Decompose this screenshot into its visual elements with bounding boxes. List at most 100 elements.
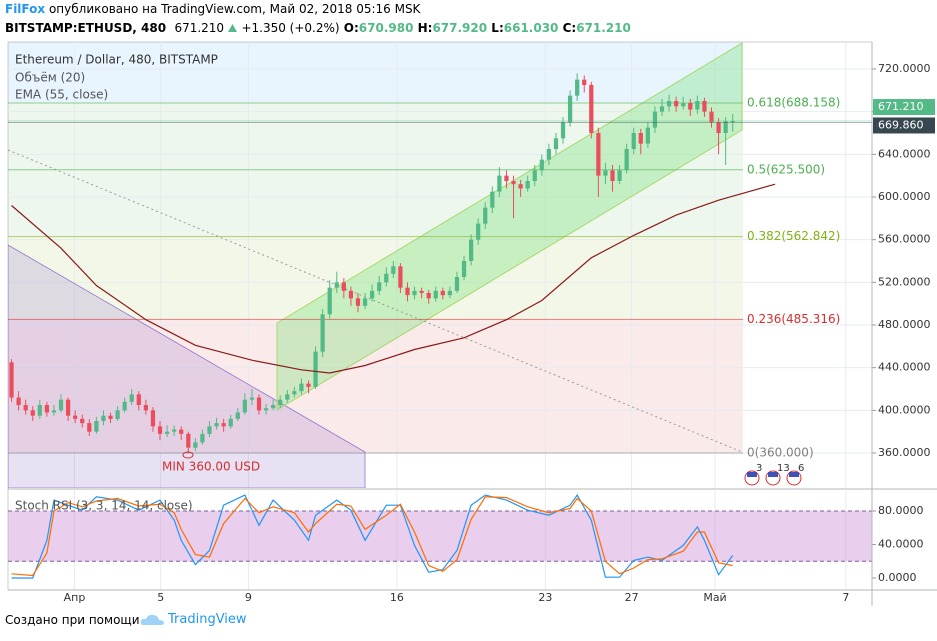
candle-body: [58, 399, 64, 411]
candle-body: [207, 426, 212, 434]
channel-drawing: [276, 42, 743, 411]
x-tick-label: 7: [842, 591, 849, 604]
x-tick-label: 23: [538, 591, 552, 604]
candle-body: [299, 383, 304, 392]
event-count: 6: [798, 463, 804, 474]
stoch-panel: [8, 490, 872, 590]
candle-body: [285, 394, 290, 400]
candle-body: [511, 180, 516, 185]
y-tick-label: 720.0000: [878, 62, 931, 75]
candle-body: [582, 79, 587, 85]
o-label: O:: [343, 21, 359, 35]
candle-body: [674, 100, 679, 107]
y-tick-label: 440.0000: [878, 361, 931, 374]
candle-body: [433, 290, 438, 299]
candle-body: [659, 106, 665, 112]
candle-body: [504, 175, 509, 181]
candle-body: [292, 391, 297, 395]
y-tick-label: 360.0000: [878, 446, 931, 459]
candle-body: [603, 170, 608, 176]
price-tag-label: 671.210: [878, 100, 924, 113]
h-label: H:: [417, 21, 433, 35]
candle-body: [688, 103, 693, 110]
change: +1.350 (+0.2%): [241, 21, 340, 35]
published: опубликовано на TradingView.com, Май 02,…: [48, 2, 421, 16]
author: FilFox: [5, 2, 46, 16]
candle-body: [306, 383, 311, 387]
candle-body: [51, 410, 57, 413]
y-tick-label: 640.0000: [878, 147, 931, 160]
c-label: C:: [562, 21, 577, 35]
l-label: L:: [491, 21, 504, 35]
candle-body: [709, 111, 714, 123]
candle-body: [44, 405, 50, 413]
o-value: 670.980: [358, 21, 414, 35]
candle-body: [327, 287, 332, 315]
header-line-1: FilFox опубликовано на TradingView.com, …: [5, 2, 420, 16]
candle-body: [101, 415, 106, 422]
footer-brand[interactable]: TradingView: [168, 612, 247, 627]
candle-body: [94, 421, 99, 432]
candle-body: [596, 132, 601, 176]
c-value: 671.210: [576, 21, 631, 35]
candle-body: [235, 412, 240, 419]
candle-body: [652, 111, 658, 128]
indicator-label: Объём (20): [15, 71, 85, 85]
candle-body: [362, 298, 368, 306]
candle-body: [355, 298, 361, 306]
candle-body: [221, 423, 226, 427]
candle-body: [278, 399, 283, 406]
candle-body: [370, 290, 375, 299]
x-tick-label: 9: [245, 591, 252, 604]
candle-body: [384, 273, 389, 283]
price-tag: [873, 117, 935, 134]
chart: 0.618(688.158) 0.5(625.500) 0.382(562.842)…: [7, 41, 937, 606]
candle-body: [157, 426, 163, 434]
symbol: BITSTAMP:ETHUSD, 480: [5, 21, 167, 35]
candle-body: [143, 405, 148, 411]
candle-body: [575, 79, 580, 96]
candle-body: [560, 122, 566, 139]
y-tick-label: 400.0000: [878, 403, 931, 416]
candle-body: [624, 148, 629, 171]
candle-body: [164, 431, 170, 434]
candle-body: [377, 282, 382, 291]
candle-body: [37, 405, 42, 416]
up-arrow: [228, 24, 238, 32]
event-count: 3: [756, 463, 762, 474]
price-tag: [873, 99, 935, 116]
candle-body: [136, 394, 141, 406]
y-tick-label: 520.0000: [878, 275, 931, 288]
candle-body: [645, 127, 650, 144]
candle-body: [193, 442, 198, 448]
candle-body: [702, 100, 707, 112]
candle-body: [391, 266, 396, 274]
fib-label: 0.382(562.842): [747, 229, 840, 243]
plot-frame: [7, 41, 873, 591]
candle-body: [242, 399, 247, 413]
candle-body: [214, 423, 219, 427]
candle-body: [263, 408, 269, 411]
tv-logo: [140, 614, 164, 625]
candle-body: [610, 170, 615, 181]
candle-body: [129, 394, 134, 402]
candle-body: [256, 397, 262, 411]
candle-body: [334, 282, 339, 288]
candle-body: [200, 433, 205, 443]
candle-body: [723, 121, 728, 133]
y-tick-label: 600.0000: [878, 190, 931, 203]
axes: 360.0000400.0000440.0000480.0000520.0000…: [64, 62, 935, 604]
candle-body: [348, 290, 354, 299]
h-value: 677.920: [432, 21, 488, 35]
x-tick-label: 27: [625, 591, 639, 604]
last: 671.210: [174, 21, 225, 35]
candle-body: [87, 423, 92, 432]
candle-body: [228, 418, 233, 427]
candle-body: [567, 95, 573, 123]
fib-label: 0.5(625.500): [747, 162, 825, 176]
candle-body: [666, 100, 672, 107]
trend-line: [8, 149, 743, 453]
candle-body: [341, 282, 346, 291]
candle-body: [490, 191, 495, 208]
